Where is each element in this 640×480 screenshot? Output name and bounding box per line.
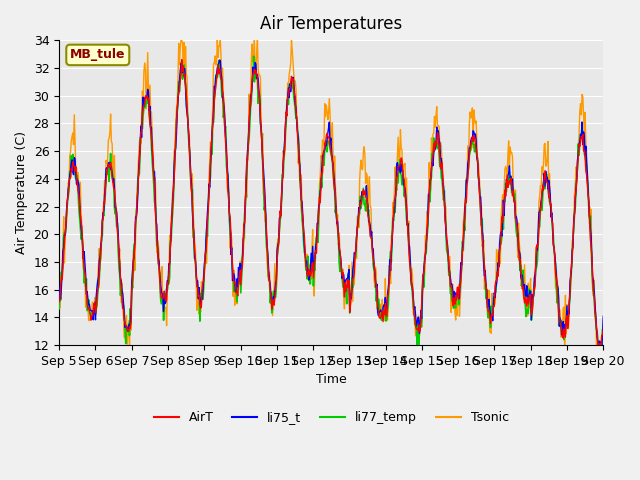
AirT (177, 77, 184, 83)
Title: Air Temperatures: Air Temperatures (260, 15, 403, 33)
Tsonic (600, 318, 607, 324)
li77_temp (413, 342, 421, 348)
AirT (178, 57, 186, 62)
li77_temp (415, 342, 422, 348)
li77_temp (250, 53, 257, 59)
AirT (414, 326, 422, 332)
AirT (600, 327, 607, 333)
AirT (596, 342, 604, 348)
li75_t (600, 313, 607, 319)
Tsonic (177, 37, 185, 43)
li75_t (121, 324, 129, 330)
li75_t (55, 298, 63, 303)
li77_temp (398, 182, 406, 188)
Y-axis label: Air Temperature (C): Air Temperature (C) (15, 131, 28, 254)
Line: li75_t: li75_t (59, 60, 604, 345)
Tsonic (207, 139, 214, 145)
Tsonic (415, 313, 422, 319)
Tsonic (399, 170, 406, 176)
li75_t (205, 181, 213, 187)
Line: AirT: AirT (59, 60, 604, 345)
Legend: AirT, li75_t, li77_temp, Tsonic: AirT, li75_t, li77_temp, Tsonic (148, 407, 514, 430)
li77_temp (121, 323, 129, 329)
Tsonic (55, 307, 63, 312)
li77_temp (205, 193, 213, 199)
li75_t (414, 315, 422, 321)
Line: Tsonic: Tsonic (59, 40, 604, 345)
AirT (206, 177, 214, 183)
AirT (121, 321, 129, 326)
AirT (55, 299, 63, 304)
li75_t (177, 69, 184, 75)
li75_t (65, 182, 73, 188)
X-axis label: Time: Time (316, 373, 347, 386)
Text: MB_tule: MB_tule (70, 48, 125, 61)
li75_t (398, 168, 406, 174)
li77_temp (65, 188, 73, 194)
li75_t (595, 342, 602, 348)
Tsonic (125, 342, 133, 348)
li75_t (216, 57, 223, 63)
AirT (398, 157, 406, 163)
AirT (65, 179, 73, 185)
li77_temp (177, 75, 184, 81)
Tsonic (65, 181, 73, 187)
Line: li77_temp: li77_temp (59, 56, 604, 345)
Tsonic (121, 330, 129, 336)
li77_temp (600, 329, 607, 335)
li77_temp (55, 306, 63, 312)
Tsonic (178, 37, 186, 43)
